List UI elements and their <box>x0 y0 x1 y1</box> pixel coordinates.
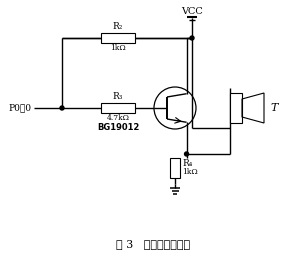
Text: 1kΩ: 1kΩ <box>182 168 198 176</box>
Text: T: T <box>270 103 278 113</box>
Text: 图 3   超声波发射电路: 图 3 超声波发射电路 <box>116 239 190 249</box>
Text: 1kΩ: 1kΩ <box>110 44 126 52</box>
Circle shape <box>190 36 194 40</box>
Text: R₃: R₃ <box>113 92 123 101</box>
Text: 4.7kΩ: 4.7kΩ <box>107 114 130 122</box>
Bar <box>230 93 242 123</box>
Text: R₄: R₄ <box>182 159 192 168</box>
Text: VCC: VCC <box>181 7 203 16</box>
Circle shape <box>60 106 64 110</box>
Circle shape <box>185 152 188 156</box>
Bar <box>101 33 135 43</box>
Text: BG19012: BG19012 <box>97 123 139 132</box>
Bar <box>101 103 135 113</box>
Bar <box>170 158 180 178</box>
Text: P0．0: P0．0 <box>8 103 31 112</box>
Text: R₂: R₂ <box>113 22 123 31</box>
